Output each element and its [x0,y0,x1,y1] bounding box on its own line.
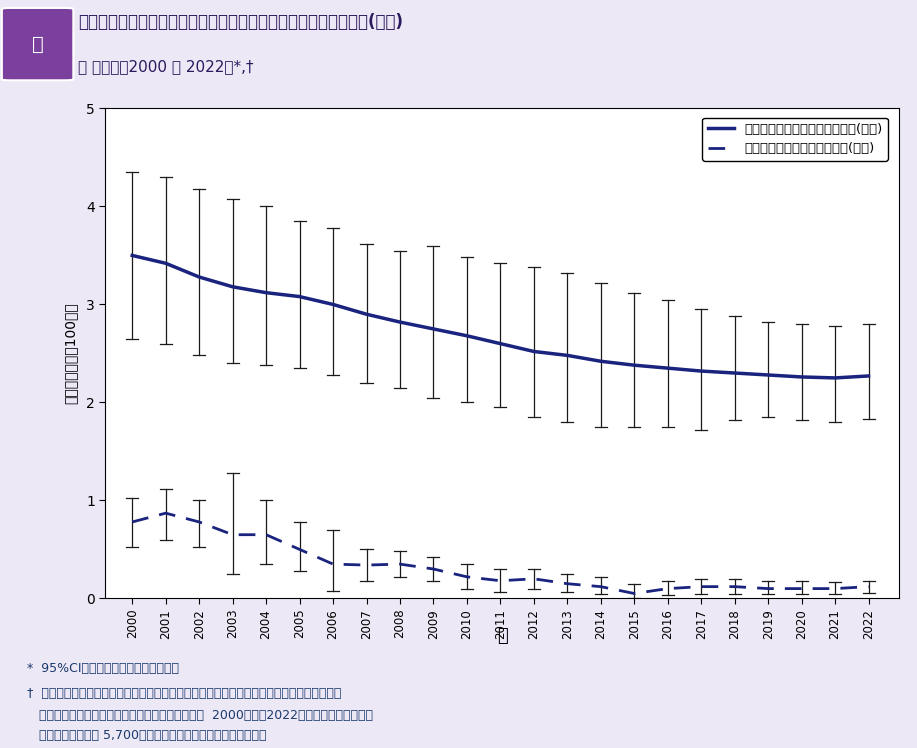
Legend: ワクチン未接種者での死亡者数(推定), ワクチン接種者での死亡者数(推定): ワクチン未接種者での死亡者数(推定), ワクチン接種者での死亡者数(推定) [702,117,888,161]
Text: 接種によって累計 5,700万人の死亡が予防されたと推定される: 接種によって累計 5,700万人の死亡が予防されたと推定される [28,729,267,742]
FancyBboxPatch shape [2,8,73,80]
Text: 年: 年 [497,627,507,645]
Text: *  95%CIはエラーバーで示されている: * 95%CIはエラーバーで示されている [28,662,179,675]
Text: †  ワクチン接種によって予防できた死亡は、ワクチン接種者での死亡者数とワクチン未接種: † ワクチン接種によって予防できた死亡は、ワクチン接種者での死亡者数とワクチン未… [28,687,342,700]
Y-axis label: 麻疹死亡者数（100万）: 麻疹死亡者数（100万） [64,302,78,405]
Text: 麻疹ワクチンの接種者および未接種者の麻疹による年間死亡者数(推定): 麻疹ワクチンの接種者および未接種者の麻疹による年間死亡者数(推定) [78,13,403,31]
Text: 図: 図 [32,34,43,54]
Text: 者での死亡者数の間の面積によって推定される。  2000年から2022年の期間に、ワクチン: 者での死亡者数の間の面積によって推定される。 2000年から2022年の期間に、… [28,709,373,722]
Text: － 全世界、2000 ～ 2022年*,†: － 全世界、2000 ～ 2022年*,† [78,58,253,74]
